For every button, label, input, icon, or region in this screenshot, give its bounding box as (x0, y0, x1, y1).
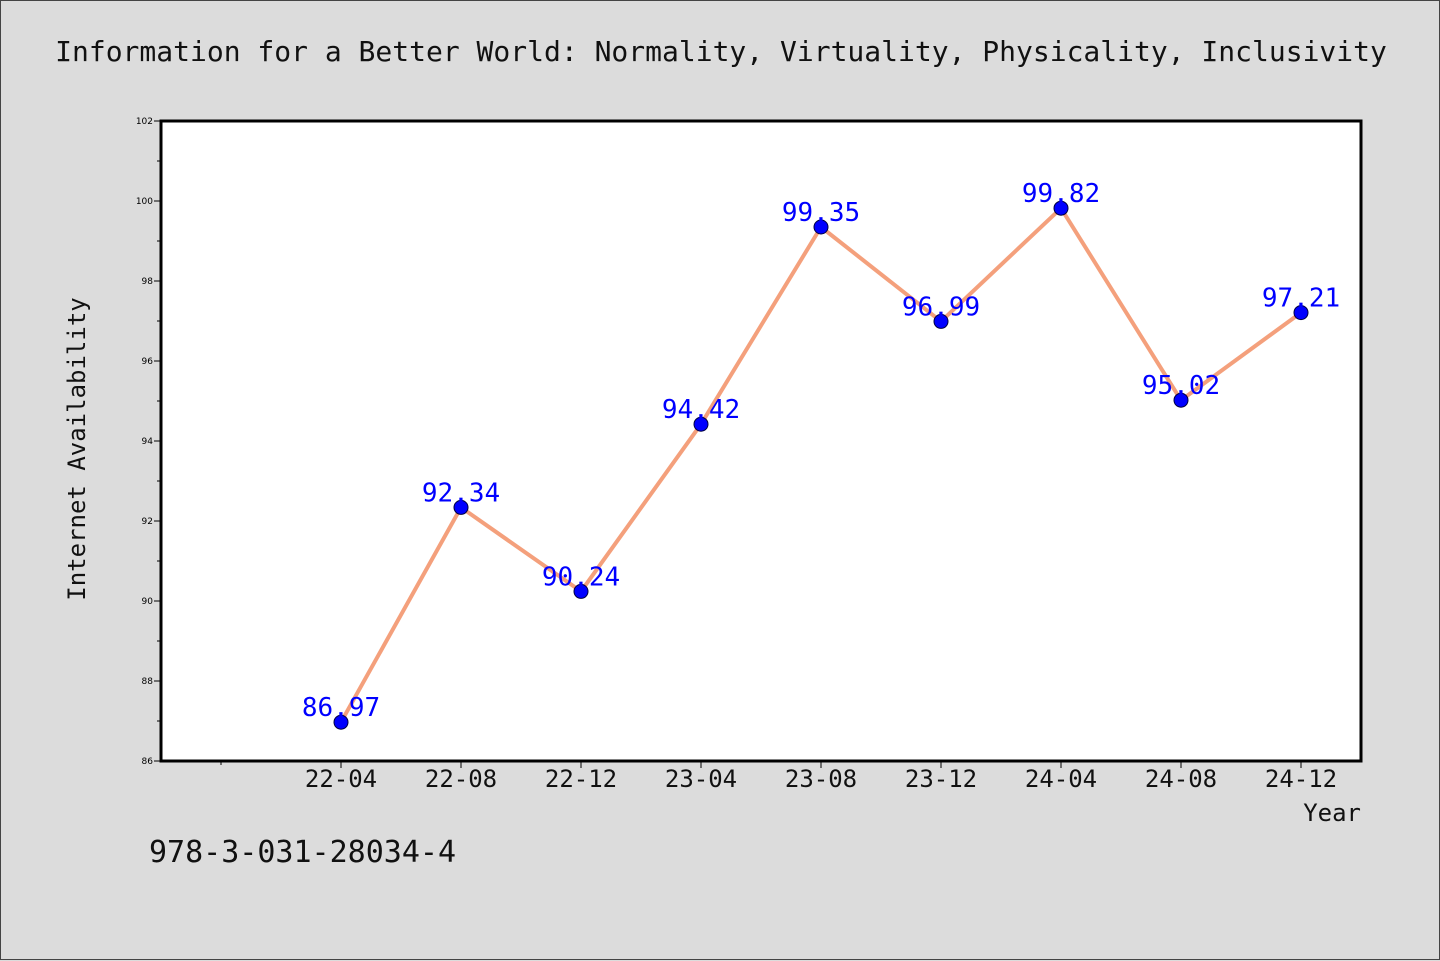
data-point (813, 219, 829, 235)
x-tick-label: 24-08 (1145, 765, 1217, 793)
data-point (573, 583, 589, 599)
data-label: 95.02 (1142, 371, 1220, 401)
x-tick-label: 22-08 (425, 765, 497, 793)
x-tick-label: 22-04 (305, 765, 377, 793)
data-label: 86.97 (302, 693, 380, 723)
x-tick-label: 22-12 (545, 765, 617, 793)
y-tick-label: 102 (136, 117, 153, 127)
data-point (933, 313, 949, 329)
y-tick-label: 92 (142, 517, 153, 527)
y-tick-label: 86 (142, 757, 154, 767)
data-point (693, 416, 709, 432)
data-label: 99.35 (782, 198, 860, 228)
data-label: 99.82 (1022, 179, 1100, 209)
y-tick-label: 94 (142, 437, 154, 447)
data-label: 96.99 (902, 292, 980, 322)
y-tick-label: 98 (142, 277, 154, 287)
data-label: 90.24 (542, 562, 620, 592)
y-tick-label: 100 (136, 197, 153, 207)
data-label: 94.42 (662, 395, 740, 425)
chart-title: Information for a Better World: Normalit… (55, 35, 1387, 68)
footer-isbn: 978-3-031-28034-4 (149, 835, 457, 870)
data-point (1293, 305, 1309, 321)
y-tick-label: 88 (142, 677, 154, 687)
y-axis-label: Internet Availability (63, 297, 91, 600)
x-tick-label: 23-04 (665, 765, 737, 793)
plot-area (161, 121, 1361, 761)
x-tick-label: 24-12 (1265, 765, 1337, 793)
y-tick-label: 90 (142, 597, 154, 607)
data-point (333, 714, 349, 730)
data-point (1053, 200, 1069, 216)
data-point (453, 499, 469, 515)
data-label: 97.21 (1262, 284, 1340, 314)
plot-frame (159, 119, 1363, 763)
x-tick-label: 23-12 (905, 765, 977, 793)
data-label: 92.34 (422, 478, 500, 508)
x-tick-label: 24-04 (1025, 765, 1097, 793)
x-tick-label: 23-08 (785, 765, 857, 793)
x-axis-label: Year (1303, 799, 1361, 827)
y-tick-label: 96 (142, 357, 154, 367)
data-point (1173, 392, 1189, 408)
